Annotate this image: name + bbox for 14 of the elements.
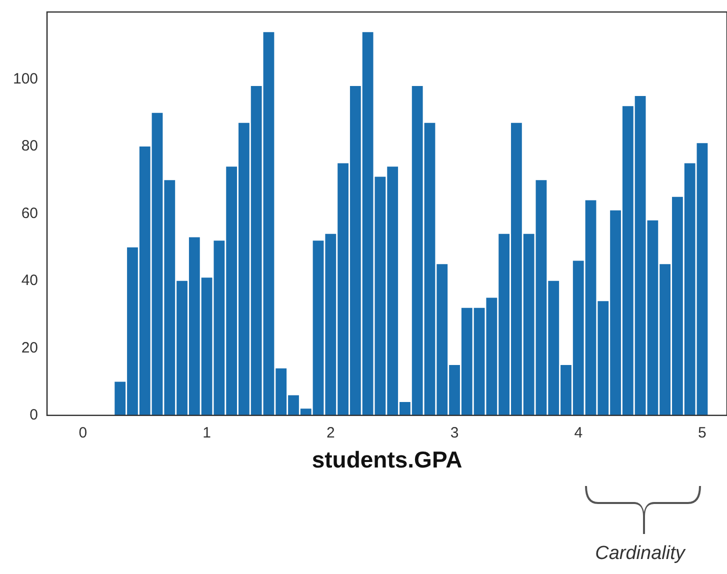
x-tick-label: 4 [574,424,583,442]
x-tick-label: 0 [78,424,88,442]
x-tick-label: 3 [450,424,459,442]
x-tick-label: 1 [202,424,211,442]
x-tick-label: 2 [326,424,335,442]
y-tick-label: 60 [21,204,38,222]
y-tick-label: 100 [12,70,38,88]
x-tick-label: 5 [698,424,706,442]
y-tick-label: 0 [30,406,38,424]
y-tick-label: 40 [21,272,38,290]
text: Cardinality [594,543,687,565]
x-axis-title: students.GPA [312,446,462,473]
y-tick-label: 20 [21,339,38,356]
y-tick-label: 80 [21,138,38,155]
